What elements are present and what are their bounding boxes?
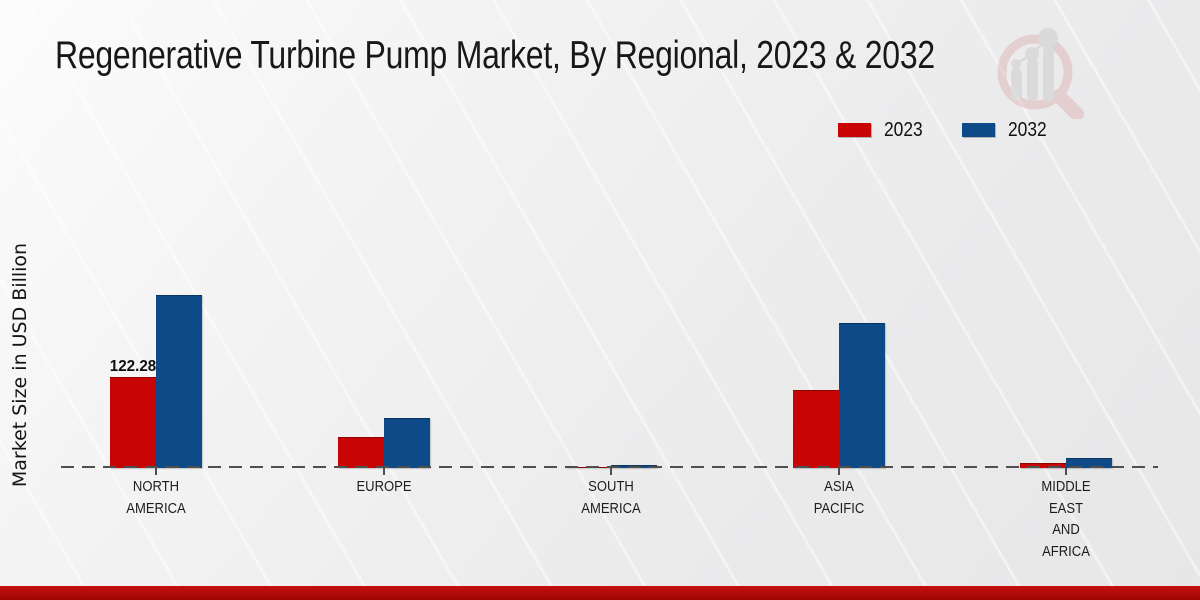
bar-2032-north-america bbox=[156, 294, 202, 468]
legend-swatch-2032 bbox=[961, 123, 995, 137]
bar-value-label: 122.28 bbox=[109, 358, 157, 375]
bar-2023-middle-east-and-africa bbox=[1020, 463, 1066, 468]
footer-red-band bbox=[0, 586, 1200, 600]
x-axis-tick bbox=[382, 468, 385, 475]
bar-2032-asia-pacific bbox=[838, 322, 885, 468]
bar-2032-middle-east-and-africa bbox=[1066, 457, 1112, 468]
x-axis-tick bbox=[610, 468, 612, 475]
magnifier-growth-chart-icon bbox=[997, 28, 1084, 119]
category-label-north-america: NORTH AMERICA bbox=[126, 479, 186, 517]
x-axis-tick bbox=[837, 468, 840, 475]
category-label-asia-pacific: ASIA PACIFIC bbox=[813, 479, 864, 517]
category-label-middle-east-and-africa: MIDDLE EAST AND AFRICA bbox=[1041, 479, 1091, 560]
category-label-europe: EUROPE bbox=[355, 479, 412, 495]
category-label-south-america: SOUTH AMERICA bbox=[581, 479, 641, 517]
x-axis-tick bbox=[1065, 468, 1067, 475]
x-axis-tick bbox=[155, 468, 157, 475]
legend-item-2023: 2023 bbox=[838, 117, 929, 143]
legend: 2023 2032 bbox=[838, 117, 1052, 143]
y-axis-label: Market Size in USD Billion bbox=[9, 242, 31, 488]
bar-2023-asia-pacific bbox=[792, 389, 839, 468]
bar-2023-north-america bbox=[110, 377, 156, 468]
x-axis-baseline bbox=[61, 466, 1158, 468]
chart-title: Regenerative Turbine Pump Market, By Reg… bbox=[55, 34, 935, 77]
bar-2023-europe bbox=[337, 437, 384, 468]
legend-swatch-2023 bbox=[838, 123, 871, 137]
bar-2032-europe bbox=[383, 418, 430, 468]
legend-label-2023: 2023 bbox=[884, 118, 923, 141]
legend-item-2032: 2032 bbox=[961, 117, 1053, 143]
legend-label-2032: 2032 bbox=[1007, 118, 1047, 141]
